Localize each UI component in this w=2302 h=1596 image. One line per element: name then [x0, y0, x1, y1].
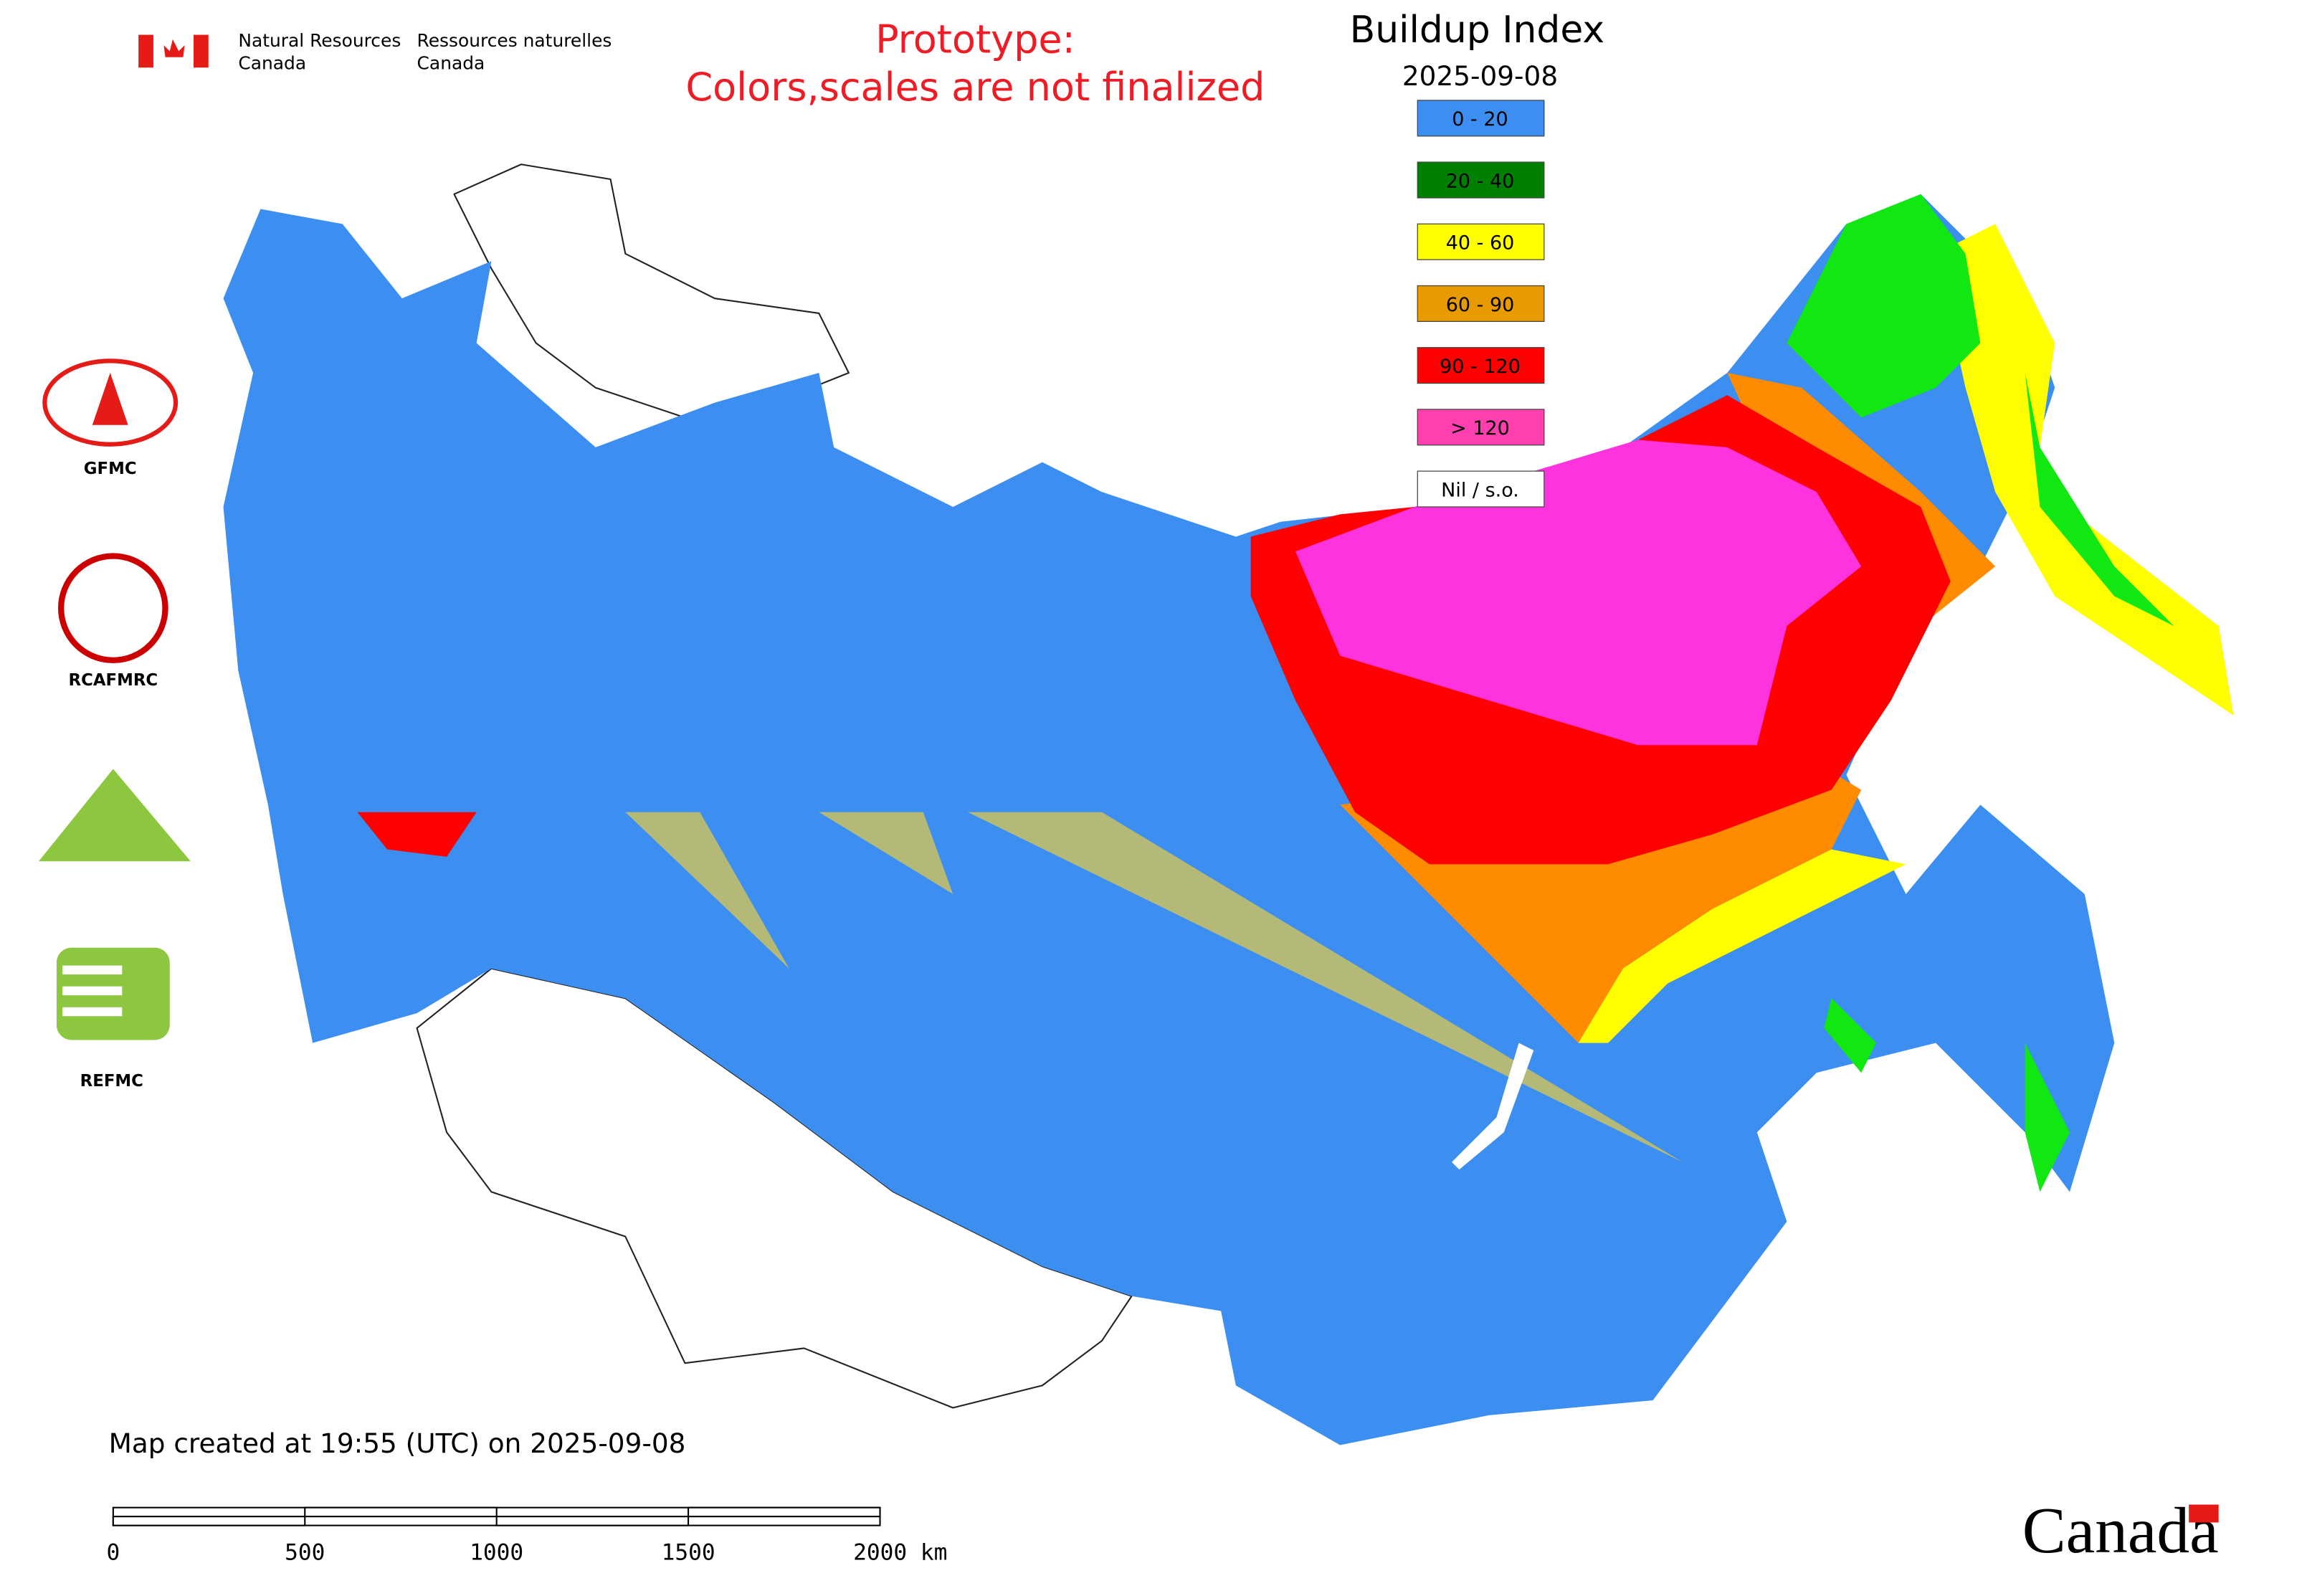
scale-bar: 0 500 1000 1500 2000 km — [106, 1506, 947, 1565]
refmc-logo — [62, 986, 123, 996]
legend-label: 0 - 20 — [1452, 108, 1508, 130]
logo-label: REFMC — [80, 1072, 143, 1091]
scale-label: 500 — [285, 1539, 325, 1565]
wordmark: Canada — [2022, 1494, 2219, 1567]
map-date: 2025-09-08 — [1402, 60, 1558, 92]
legend-swatch — [1417, 409, 1545, 446]
legend-label: 90 - 120 — [1440, 356, 1521, 378]
scale-label: 1500 — [662, 1539, 715, 1565]
scale-segment — [304, 1506, 498, 1518]
scale-label: 0 — [106, 1539, 120, 1565]
scale-segment — [112, 1516, 306, 1526]
notice: Colors,scales are not finalized — [685, 65, 1265, 110]
legend-swatch — [1417, 347, 1545, 384]
arctic-islands — [453, 163, 850, 419]
scale-label: 2000 km — [853, 1539, 947, 1565]
map — [223, 163, 2234, 1445]
logos: GFMC RCAFMRC REFMC — [39, 358, 191, 1091]
legend-label: 60 - 90 — [1446, 294, 1515, 316]
legend-label: > 120 — [1450, 417, 1510, 440]
refmc-logo — [62, 965, 123, 975]
legend-swatch — [1417, 223, 1545, 260]
agency-fr: Ressources naturelles — [417, 30, 612, 51]
region-moderate — [1787, 194, 2174, 1192]
scale-segment — [495, 1516, 690, 1526]
legend-label: 40 - 60 — [1446, 232, 1515, 255]
region-yellow — [1578, 849, 1906, 1043]
baikal — [1452, 1042, 1534, 1170]
legend-swatch — [1417, 100, 1545, 137]
map-title: Buildup Index — [1350, 9, 1605, 52]
reefmc-logo — [39, 769, 191, 862]
flag-leaf — [163, 39, 185, 57]
scale-label: 1000 — [470, 1539, 523, 1565]
gfmc-logo — [92, 373, 128, 425]
flag-bar — [138, 34, 153, 68]
region-kamchatka — [1936, 224, 2234, 716]
wordmark-flag — [2189, 1504, 2219, 1523]
agency-en: Canada — [238, 52, 306, 73]
rcafmrc-logo — [58, 553, 168, 664]
legend-swatch — [1417, 161, 1545, 199]
creation-note: Map created at 19:55 (UTC) on 2025-09-08 — [109, 1428, 686, 1459]
artifact-band — [625, 812, 1683, 1162]
refmc-logo — [62, 1007, 123, 1017]
agency-en: Natural Resources — [238, 30, 401, 51]
notice: Prototype: — [875, 16, 1075, 62]
legend-label: 20 - 40 — [1446, 170, 1515, 192]
legend-swatch — [1417, 470, 1545, 508]
logo-label: GFMC — [84, 460, 137, 478]
legend-label: Nil / s.o. — [1441, 479, 1519, 501]
region-extreme — [1295, 440, 1862, 746]
legend: 0 - 20 20 - 40 40 - 60 60 - 90 90 - 120 > 120… — [1417, 100, 1545, 508]
gfmc-logo — [42, 358, 179, 447]
logo-label: RCAFMRC — [69, 671, 158, 690]
flag-bar — [194, 34, 209, 68]
agency-fr: Canada — [417, 52, 485, 73]
legend-swatch — [1417, 285, 1545, 322]
scale-segment — [688, 1506, 881, 1518]
